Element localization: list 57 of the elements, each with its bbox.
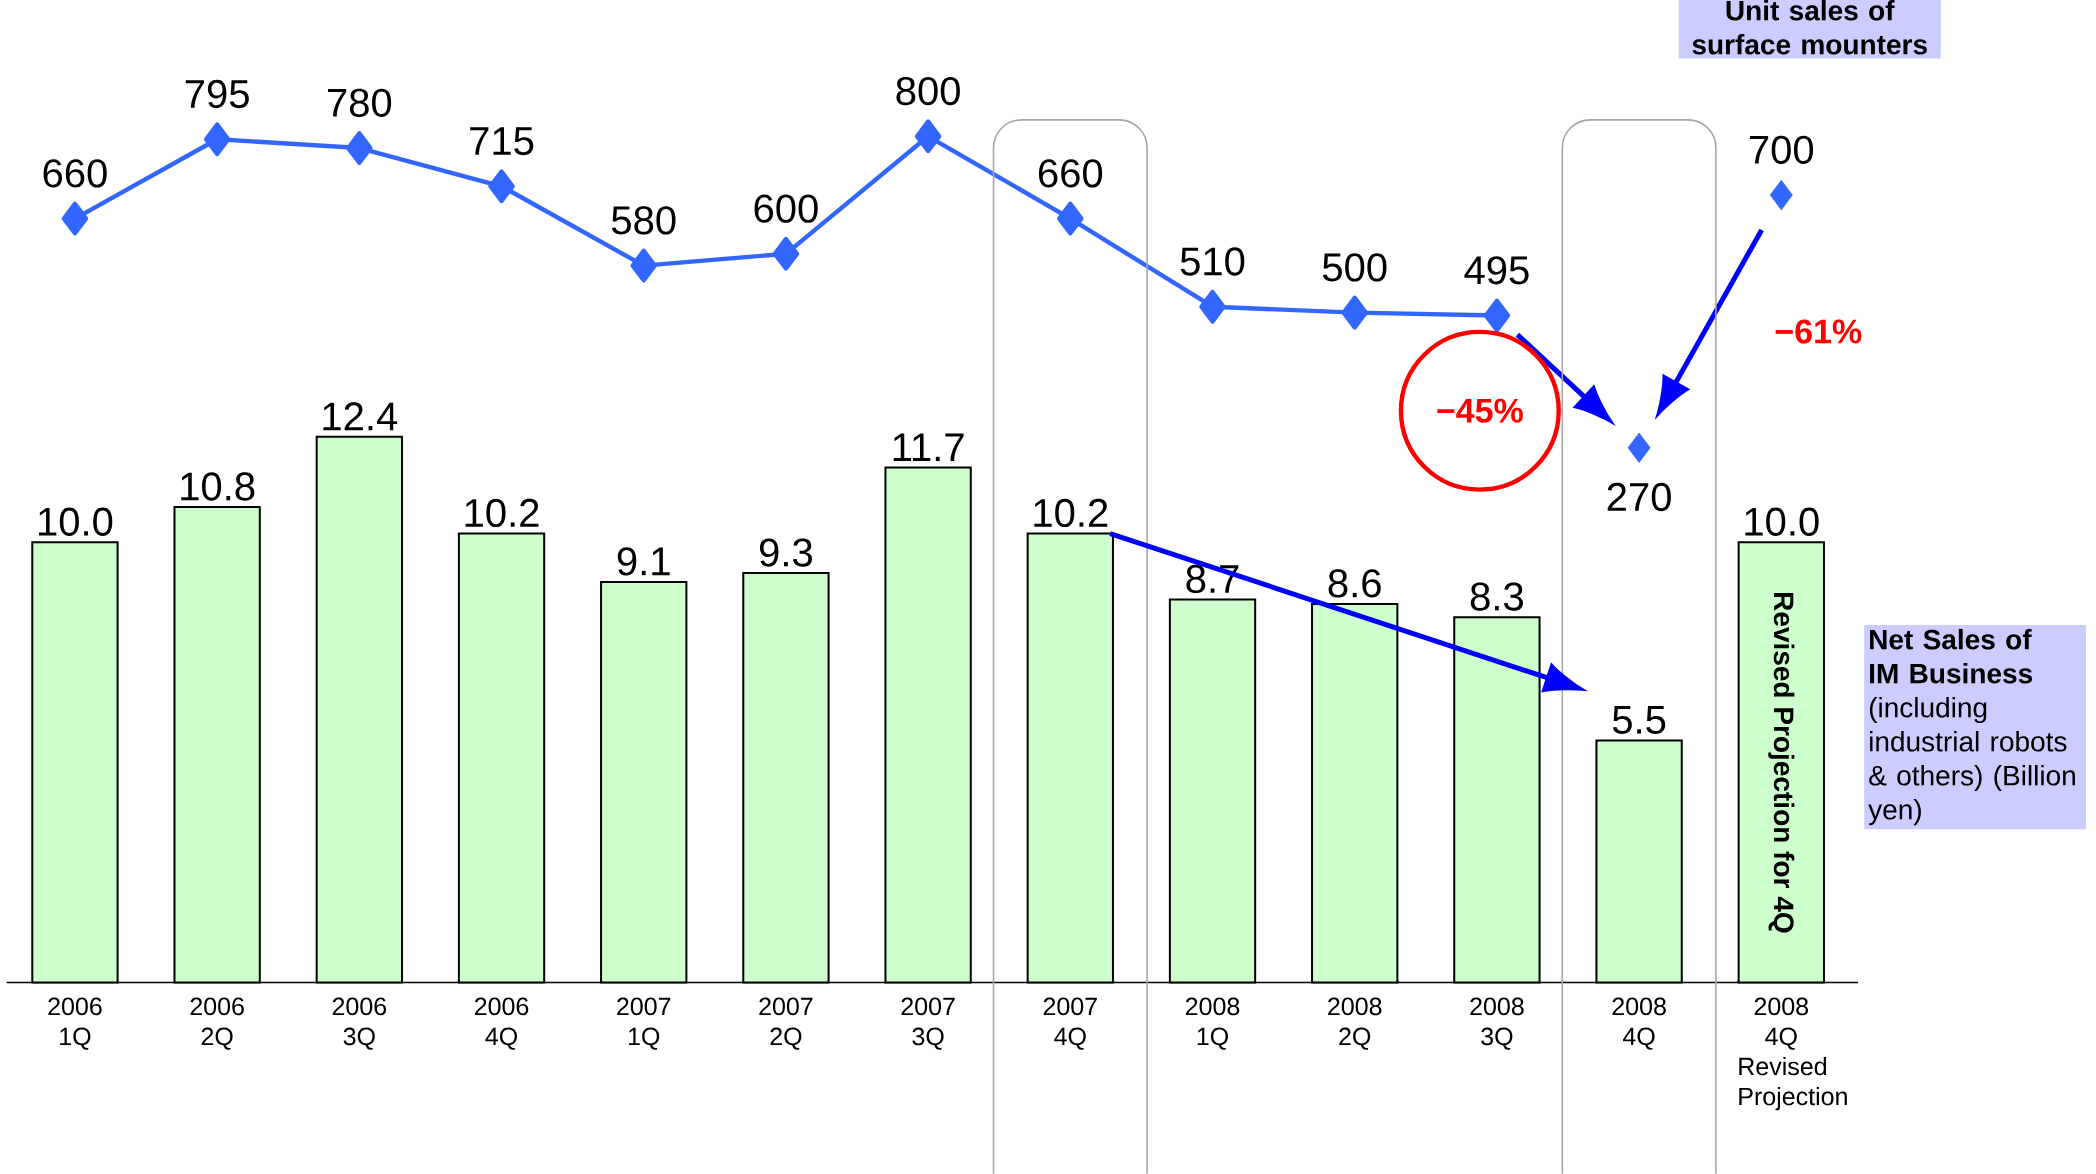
x-tick-label: 2007 4Q xyxy=(1043,997,1097,1050)
data-label: 600 xyxy=(754,194,818,223)
point xyxy=(914,119,942,154)
x-tick-label: 2008 4Q xyxy=(1612,997,1666,1050)
data-label: 9.1 xyxy=(617,547,670,576)
annotation: Revised Projection for 4Q xyxy=(1768,593,1795,933)
data-label: 660 xyxy=(43,159,107,188)
point xyxy=(1199,289,1226,324)
data-label: 10.2 xyxy=(1034,498,1108,528)
point xyxy=(1769,180,1793,211)
data-label: 11.7 xyxy=(893,433,964,462)
data-label: 10.0 xyxy=(1745,507,1819,537)
data-label: 8.3 xyxy=(1470,582,1523,611)
x-tick-label: 2007 2Q xyxy=(759,997,813,1050)
data-label: 800 xyxy=(896,77,960,106)
point xyxy=(1057,201,1084,236)
point xyxy=(61,201,89,236)
x-tick-label: 2006 3Q xyxy=(332,997,387,1050)
annotation: −45% xyxy=(1437,398,1523,423)
x-tick-label: 2008 1Q xyxy=(1185,997,1240,1050)
point xyxy=(1341,295,1368,330)
data-label: 510 xyxy=(1180,247,1245,276)
point xyxy=(488,169,515,204)
data-label: 495 xyxy=(1464,256,1529,285)
data-label: 500 xyxy=(1322,253,1387,282)
x-tick-label: 2008 4Q Revised Projection xyxy=(1739,997,1847,1111)
data-label: 10.2 xyxy=(465,498,539,528)
data-label: 5.5 xyxy=(1612,706,1666,735)
x-tick-label: 2007 1Q xyxy=(617,997,671,1050)
point xyxy=(772,237,800,271)
point xyxy=(1627,432,1651,464)
data-label: 780 xyxy=(327,88,392,118)
x-tick-label: 2008 2Q xyxy=(1328,997,1382,1050)
data-label: 9.3 xyxy=(759,538,812,567)
data-label: 660 xyxy=(1038,159,1103,188)
annotation: −61% xyxy=(1775,319,1862,344)
data-label: 700 xyxy=(1749,135,1814,165)
data-label: 715 xyxy=(470,127,534,156)
data-label: 795 xyxy=(185,80,249,109)
x-tick-label: 2006 2Q xyxy=(190,997,244,1050)
data-label: 580 xyxy=(611,206,676,235)
data-label: 10.8 xyxy=(181,472,255,501)
text: Unit sales of surface mounters xyxy=(1692,0,1927,55)
point xyxy=(630,248,657,283)
series-label: Net Sales of IM Business (including industrial robots & others) (Billion yen) xyxy=(1868,629,2075,826)
point xyxy=(1483,298,1511,333)
x-tick-label: 2007 3Q xyxy=(901,997,955,1050)
data-label: 12.4 xyxy=(323,402,398,431)
point xyxy=(203,122,231,157)
x-tick-label: 2006 4Q xyxy=(474,997,529,1050)
data-label: 8.6 xyxy=(1328,569,1381,598)
point xyxy=(346,131,373,166)
data-label: 8.7 xyxy=(1186,564,1239,594)
data-label: 10.0 xyxy=(39,507,113,537)
x-tick-label: 2008 3Q xyxy=(1470,997,1524,1050)
data-label: 270 xyxy=(1607,483,1671,512)
x-tick-label: 2006 1Q xyxy=(48,997,102,1050)
